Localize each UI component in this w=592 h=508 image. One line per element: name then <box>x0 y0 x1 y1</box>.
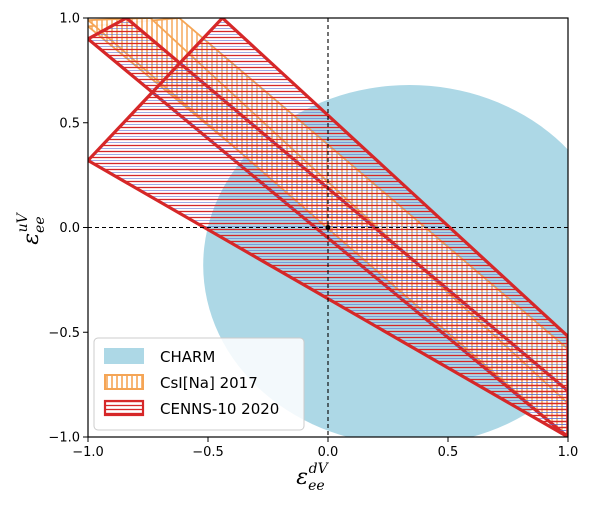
axis-ticks: −1.0 −0.5 0.0 0.5 1.0 −1.0 −0.5 0.0 0.5 1.0 <box>48 12 578 461</box>
x-tick-label: 0.5 <box>438 445 459 460</box>
y-tick-label: 1.0 <box>59 12 80 27</box>
x-tick-label: −0.5 <box>192 445 224 460</box>
legend-label-charm: CHARM <box>160 348 215 366</box>
legend-label-cenns: CENNS-10 2020 <box>160 400 279 418</box>
y-axis-label-sup: uV <box>15 211 31 232</box>
reference-lines <box>88 18 568 437</box>
y-axis-label: εeeuV <box>15 211 48 244</box>
legend-swatch-charm <box>104 348 144 364</box>
x-tick-label: 0.0 <box>318 445 339 460</box>
legend-label-csi: CsI[Na] 2017 <box>160 374 258 392</box>
legend-swatch-cenns <box>103 399 145 417</box>
legend-frame <box>93 337 305 431</box>
y-tick-label: −1.0 <box>48 431 80 446</box>
x-axis-label-base: ε <box>296 465 308 490</box>
y-tick-label: 0.0 <box>59 221 80 236</box>
legend-swatch-csi <box>104 374 144 390</box>
x-tick-label: −1.0 <box>72 445 104 460</box>
reference-point <box>325 225 331 230</box>
x-tick-label: 1.0 <box>558 445 579 460</box>
y-axis-label-sub: ee <box>32 216 48 233</box>
y-tick-label: −0.5 <box>48 326 80 341</box>
x-axis-label-sup: dV <box>309 461 330 477</box>
x-axis-label: εeedV <box>296 461 329 494</box>
y-axis-label-base: ε <box>19 233 44 245</box>
x-axis-label-sub: ee <box>308 478 325 494</box>
legend: CHARM CsI[Na] 2017 CENNS-10 2020 <box>93 337 305 431</box>
y-tick-label: 0.5 <box>59 116 80 131</box>
